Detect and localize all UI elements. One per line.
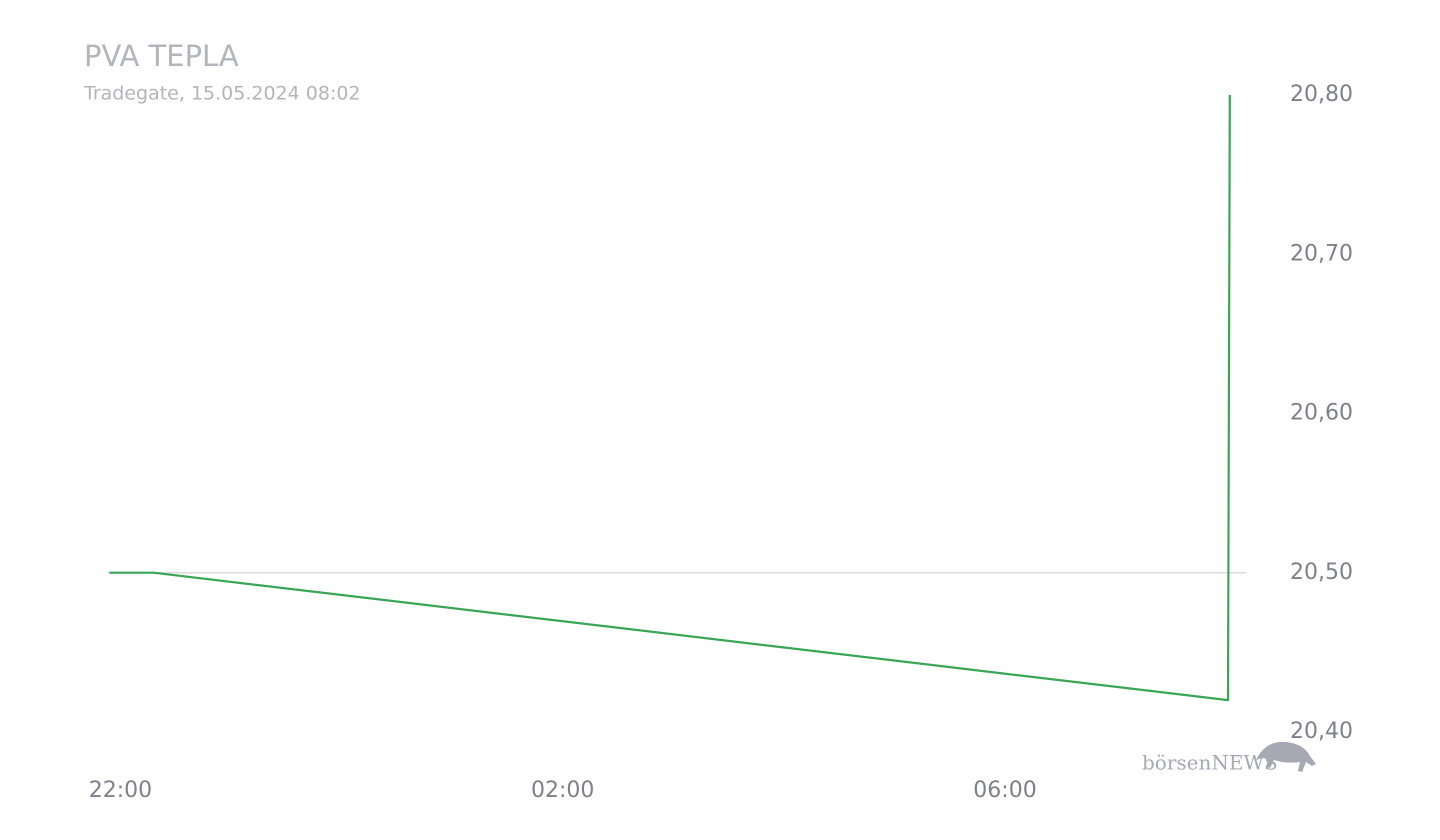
x-tick-label: 06:00 bbox=[973, 778, 1036, 803]
y-tick-label: 20,50 bbox=[1290, 560, 1353, 585]
x-tick-label: 02:00 bbox=[531, 778, 594, 803]
y-tick-label: 20,40 bbox=[1290, 719, 1353, 744]
chart-subtitle: Tradegate, 15.05.2024 08:02 bbox=[83, 83, 361, 105]
chart-title: PVA TEPLA bbox=[84, 39, 239, 73]
y-tick-label: 20,60 bbox=[1290, 401, 1353, 426]
y-tick-label: 20,70 bbox=[1290, 241, 1353, 266]
price-line bbox=[109, 94, 1231, 702]
y-tick-label: 20,80 bbox=[1290, 82, 1353, 107]
x-tick-label: 22:00 bbox=[89, 778, 152, 803]
watermark: börsenNEWS bbox=[1142, 751, 1278, 775]
watermark-logo bbox=[1256, 741, 1316, 772]
